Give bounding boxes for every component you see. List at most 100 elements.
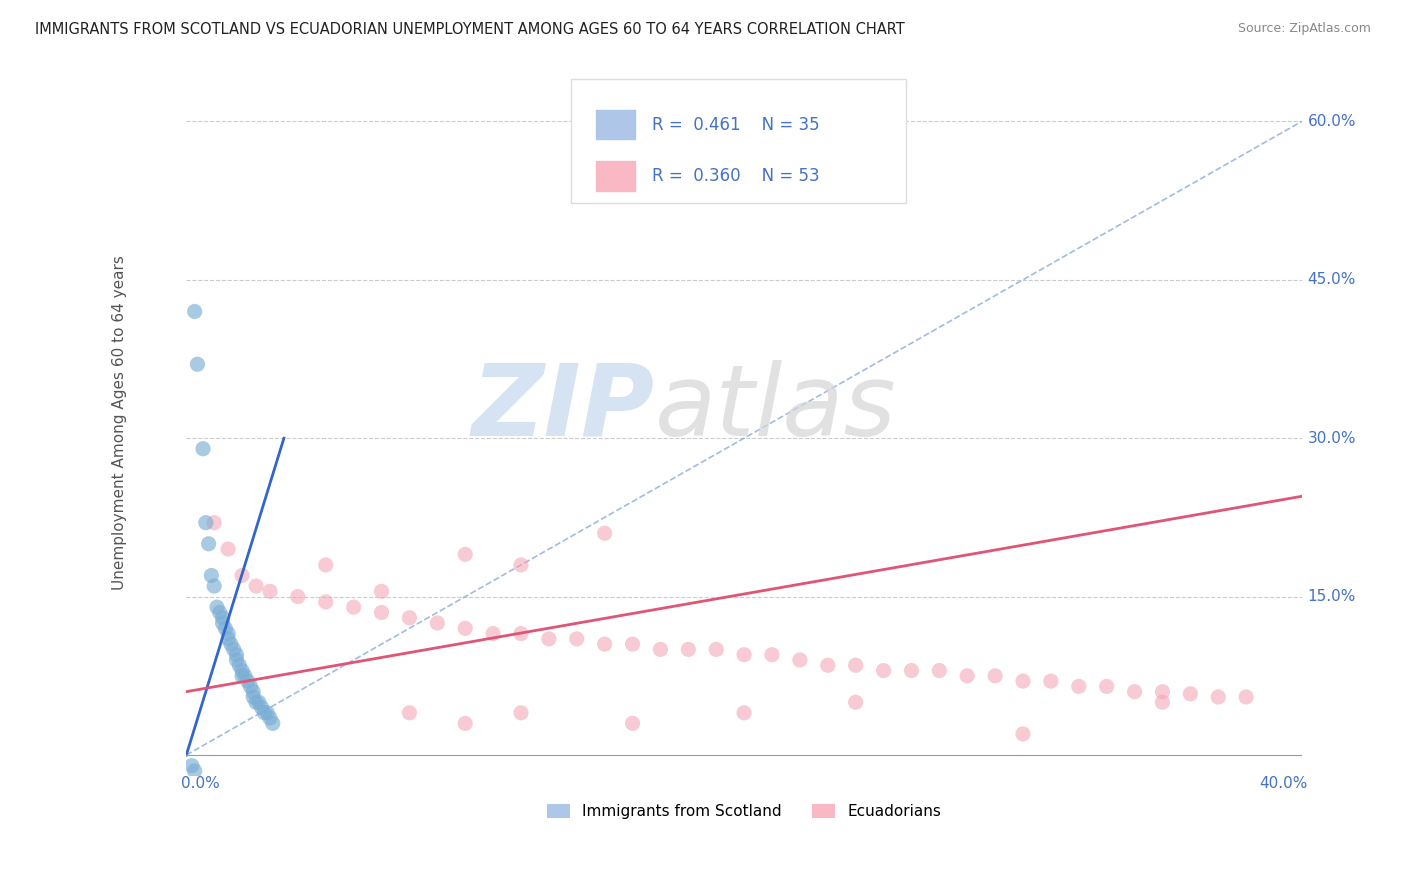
Point bbox=[200, 568, 222, 582]
Point bbox=[761, 648, 783, 662]
Point bbox=[817, 658, 839, 673]
Point bbox=[186, 357, 208, 371]
Point bbox=[650, 642, 672, 657]
Point bbox=[1234, 690, 1257, 704]
Point bbox=[510, 558, 533, 572]
Point bbox=[245, 579, 267, 593]
Point bbox=[245, 695, 267, 709]
Text: 45.0%: 45.0% bbox=[1308, 272, 1355, 287]
Point bbox=[845, 658, 868, 673]
Point bbox=[789, 653, 811, 667]
Point bbox=[287, 590, 309, 604]
Point bbox=[222, 642, 245, 657]
Point bbox=[183, 764, 205, 778]
Point bbox=[454, 621, 477, 635]
Legend: Immigrants from Scotland, Ecuadorians: Immigrants from Scotland, Ecuadorians bbox=[541, 797, 948, 825]
Point bbox=[315, 595, 337, 609]
Point bbox=[247, 695, 270, 709]
Text: Unemployment Among Ages 60 to 64 years: Unemployment Among Ages 60 to 64 years bbox=[112, 255, 127, 590]
Point bbox=[1206, 690, 1229, 704]
FancyBboxPatch shape bbox=[571, 79, 905, 203]
Point bbox=[191, 442, 214, 456]
Point bbox=[1095, 680, 1118, 694]
FancyBboxPatch shape bbox=[596, 161, 634, 191]
Point bbox=[194, 516, 217, 530]
Point bbox=[928, 664, 950, 678]
Point bbox=[1012, 727, 1035, 741]
Point bbox=[1039, 674, 1062, 689]
Point bbox=[211, 611, 233, 625]
Point bbox=[1012, 674, 1035, 689]
Point bbox=[208, 606, 231, 620]
FancyBboxPatch shape bbox=[596, 110, 634, 139]
Point bbox=[219, 637, 242, 651]
Point bbox=[593, 526, 616, 541]
Point bbox=[510, 626, 533, 640]
Text: IMMIGRANTS FROM SCOTLAND VS ECUADORIAN UNEMPLOYMENT AMONG AGES 60 TO 64 YEARS CO: IMMIGRANTS FROM SCOTLAND VS ECUADORIAN U… bbox=[35, 22, 905, 37]
Text: 60.0%: 60.0% bbox=[1308, 114, 1355, 128]
Point bbox=[205, 600, 228, 615]
Point bbox=[228, 658, 250, 673]
Point bbox=[872, 664, 894, 678]
Point bbox=[678, 642, 700, 657]
Text: 30.0%: 30.0% bbox=[1308, 431, 1355, 446]
Point bbox=[370, 584, 392, 599]
Point bbox=[242, 690, 264, 704]
Point bbox=[984, 669, 1007, 683]
Point bbox=[231, 664, 253, 678]
Text: atlas: atlas bbox=[655, 359, 897, 457]
Point bbox=[225, 653, 247, 667]
Point bbox=[454, 547, 477, 561]
Point bbox=[183, 304, 205, 318]
Point bbox=[565, 632, 588, 646]
Point bbox=[211, 615, 233, 630]
Point bbox=[225, 648, 247, 662]
Point bbox=[704, 642, 727, 657]
Point bbox=[398, 706, 420, 720]
Point bbox=[259, 584, 281, 599]
Point bbox=[593, 637, 616, 651]
Point bbox=[733, 648, 755, 662]
Point bbox=[197, 537, 219, 551]
Point bbox=[217, 632, 239, 646]
Point bbox=[214, 621, 236, 635]
Point bbox=[1152, 684, 1174, 698]
Text: 15.0%: 15.0% bbox=[1308, 589, 1355, 604]
Point bbox=[256, 706, 278, 720]
Point bbox=[900, 664, 922, 678]
Point bbox=[537, 632, 560, 646]
Point bbox=[1067, 680, 1090, 694]
Point bbox=[845, 695, 868, 709]
Point bbox=[217, 626, 239, 640]
Point bbox=[239, 680, 262, 694]
Point bbox=[398, 611, 420, 625]
Point bbox=[1152, 695, 1174, 709]
Point bbox=[343, 600, 366, 615]
Text: ZIP: ZIP bbox=[472, 359, 655, 457]
Point bbox=[242, 684, 264, 698]
Point bbox=[370, 606, 392, 620]
Point bbox=[315, 558, 337, 572]
Point bbox=[231, 568, 253, 582]
Point bbox=[253, 706, 276, 720]
Point bbox=[426, 615, 449, 630]
Point bbox=[217, 542, 239, 557]
Point bbox=[482, 626, 505, 640]
Point bbox=[202, 516, 225, 530]
Point bbox=[250, 700, 273, 714]
Text: R =  0.461    N = 35: R = 0.461 N = 35 bbox=[651, 116, 820, 134]
Point bbox=[233, 669, 256, 683]
Text: 0.0%: 0.0% bbox=[181, 776, 219, 791]
Point bbox=[231, 669, 253, 683]
Point bbox=[621, 716, 644, 731]
Point bbox=[621, 637, 644, 651]
Point bbox=[259, 711, 281, 725]
Point bbox=[454, 716, 477, 731]
Text: 40.0%: 40.0% bbox=[1260, 776, 1308, 791]
Text: R =  0.360    N = 53: R = 0.360 N = 53 bbox=[651, 167, 820, 186]
Point bbox=[180, 758, 202, 772]
Text: Source: ZipAtlas.com: Source: ZipAtlas.com bbox=[1237, 22, 1371, 36]
Point bbox=[510, 706, 533, 720]
Point bbox=[262, 716, 284, 731]
Point bbox=[202, 579, 225, 593]
